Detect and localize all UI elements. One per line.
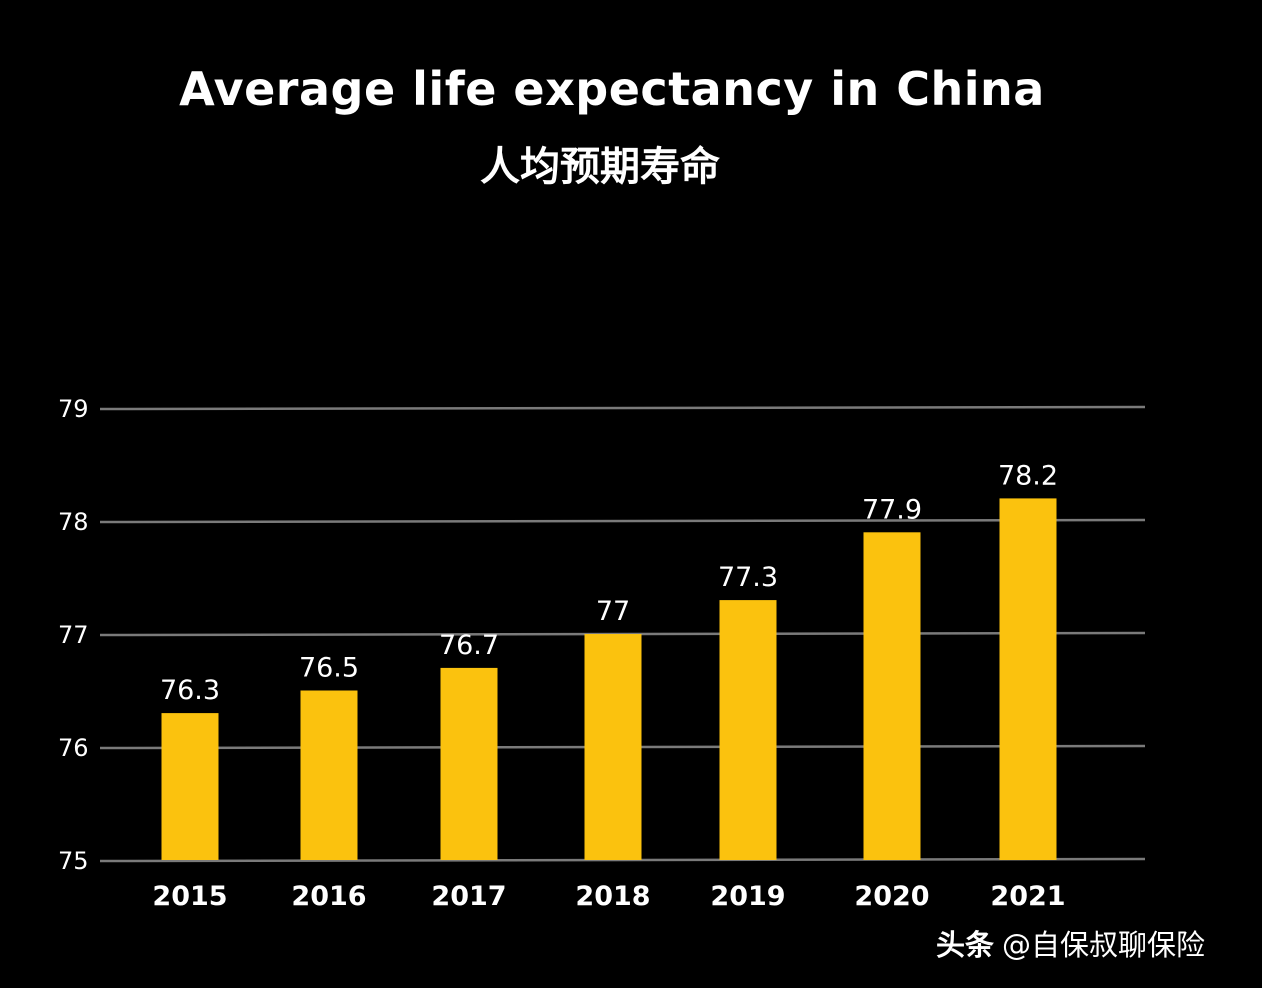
data-label: 77.3 (718, 562, 778, 593)
y-tick-label: 77 (58, 621, 89, 649)
y-tick-label: 79 (58, 395, 89, 423)
bar (863, 532, 921, 860)
data-label: 76.3 (160, 675, 220, 706)
data-label: 76.7 (439, 630, 499, 661)
x-tick-label: 2021 (990, 881, 1065, 912)
y-tick-label: 75 (58, 847, 89, 875)
bar (999, 498, 1057, 860)
bar (161, 713, 219, 860)
watermark-handle: @自保叔聊保险 (1002, 928, 1206, 962)
x-tick-label: 2020 (854, 881, 929, 912)
gridline (99, 518, 1146, 524)
chart-subtitle: 人均预期寿命 (480, 144, 720, 190)
y-tick-label: 76 (58, 734, 89, 762)
x-tick-label: 2018 (575, 881, 650, 912)
chart-title: Average life expectancy in China (179, 62, 1045, 116)
x-tick-label: 2017 (431, 881, 506, 912)
x-tick-label: 2019 (710, 881, 785, 912)
bar (300, 690, 358, 860)
data-label: 78.2 (998, 460, 1058, 491)
bar (584, 634, 642, 860)
x-tick-label: 2016 (291, 881, 366, 912)
watermark-brand: 头条 (936, 928, 995, 962)
data-label: 76.5 (299, 653, 359, 684)
x-tick-label: 2015 (152, 881, 227, 912)
bar (440, 667, 498, 860)
bar (719, 600, 777, 860)
data-label: 77 (596, 596, 630, 627)
y-tick-label: 78 (58, 508, 89, 536)
watermark: 头条 @自保叔聊保险 (936, 922, 1205, 964)
gridline (99, 405, 1146, 411)
data-label: 77.9 (862, 494, 922, 525)
